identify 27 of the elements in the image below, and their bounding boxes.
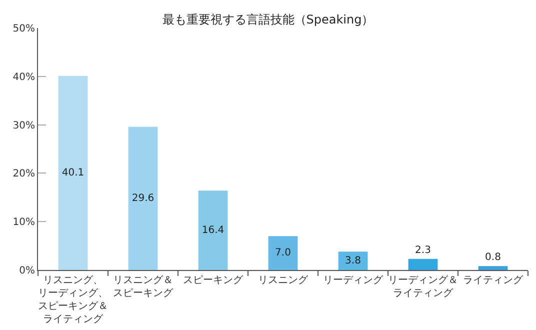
y-tick-label: 20% xyxy=(12,168,35,180)
bar xyxy=(478,266,508,270)
y-tick-label: 40% xyxy=(12,72,35,83)
data-label: 16.4 xyxy=(202,224,224,236)
x-tick-label: リーディング xyxy=(323,275,384,286)
bar xyxy=(408,258,438,270)
x-tick-label: スピーキング xyxy=(183,275,244,286)
chart-title: 最も重要視する言語技能（Speaking） xyxy=(162,12,374,26)
x-tick-label: ライティング xyxy=(463,275,524,286)
bar xyxy=(268,236,298,270)
data-label: 7.0 xyxy=(275,248,291,259)
bar xyxy=(128,126,158,270)
x-tick-label: リーディング＆ライティング xyxy=(388,275,458,299)
data-label: 29.6 xyxy=(132,192,154,204)
bar xyxy=(198,190,228,270)
y-tick-label: 30% xyxy=(12,120,35,132)
x-tick-label: リスニング、リーディング、スピーキング＆ライティング xyxy=(38,275,108,325)
y-tick-label: 10% xyxy=(12,217,35,228)
y-tick-label: 0% xyxy=(19,266,35,276)
data-label: 3.8 xyxy=(345,255,361,266)
data-label: 2.3 xyxy=(415,244,431,256)
x-tick-label: リスニング＆スピーキング xyxy=(113,275,174,299)
y-tick-label: 50% xyxy=(12,24,35,34)
x-tick-label: リスニング xyxy=(258,275,309,286)
bar xyxy=(58,76,88,270)
data-label: 40.1 xyxy=(62,167,84,178)
data-label: 0.8 xyxy=(485,252,501,264)
